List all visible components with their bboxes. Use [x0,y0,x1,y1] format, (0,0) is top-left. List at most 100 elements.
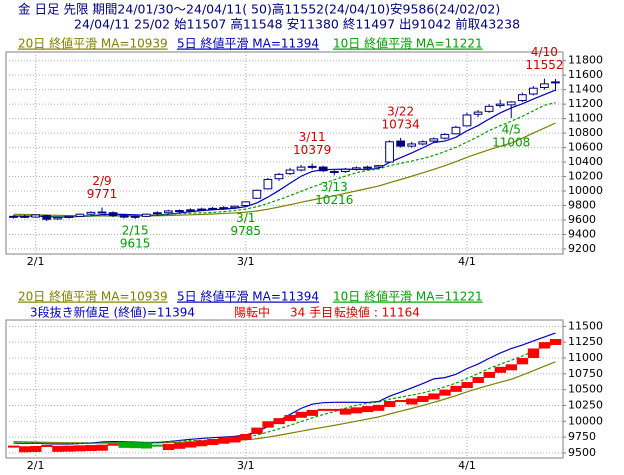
y-tick-label: 11200 [568,97,603,110]
annotation-date: 3/1 [236,211,255,225]
y-tick-label: 11500 [568,319,603,332]
status-text: 転換値 : 11164 [334,305,420,320]
legend-entry: 20日 終値平滑 MA=10939 [18,36,168,51]
candle-body [108,212,118,217]
line-break-block [19,446,31,453]
line-break-block [339,408,352,415]
candle-body [86,211,96,215]
candle-body [528,87,538,95]
candle-body [75,213,85,217]
line-break-block [384,401,396,408]
candle-body [163,210,173,214]
y-tick-label: 10200 [568,170,603,183]
line-break-block [262,421,274,428]
candle-body [451,126,461,135]
line-break-block [140,442,153,449]
candle-body [219,207,229,210]
line-break-block [417,395,429,402]
line-break-block [196,440,208,447]
chart-subtitle: 24/04/11 25/02 始11507 高11548 安11380 終114… [74,17,520,32]
annotation-value: 9615 [120,236,151,250]
candle-body [484,105,494,112]
annotation-date: 4/5 [502,123,521,137]
candle-body [274,173,284,180]
legend-entry: 10日 終値平滑 MA=11221 [333,289,483,304]
annotation-date: 3/22 [387,104,414,118]
y-tick-label: 10000 [568,414,603,427]
candle-body [42,215,52,220]
legend-entry: 5日 終値平滑 MA=11394 [177,36,319,51]
candle-body [517,94,527,102]
candle-body [296,166,306,171]
candle-body [241,201,251,206]
candle-body [551,81,560,84]
line-break-block [52,445,64,452]
line-break-block [472,376,484,383]
x-tick-label: 3/1 [237,459,255,472]
annotation-value: 11552 [525,58,563,72]
line-break-block [30,445,42,452]
x-tick-label: 2/1 [27,255,45,268]
line-break-block [184,441,197,448]
line-break-block [85,445,97,452]
candle-body [407,143,417,147]
candle-body [141,213,151,217]
candle-body [20,215,29,218]
line-break-block [494,366,506,373]
annotation-value: 10379 [293,143,331,157]
line-break-block [483,371,495,378]
candle-body [318,166,328,172]
y-tick-label: 10500 [568,383,603,396]
line-break-block [107,443,119,446]
status-text: 34 手目 [290,306,333,320]
annotation-date: 3/11 [299,130,326,144]
candle-body [429,138,439,142]
candle-body [230,205,240,209]
line-break-block [129,442,142,449]
line-break-block [273,418,285,425]
x-tick-label: 3/1 [237,255,255,268]
moving-average-line [13,89,556,218]
y-tick-label: 9600 [568,213,596,226]
line-break-block [549,338,562,345]
candle-body [263,178,273,190]
lower-plot-frame [5,319,564,459]
candle-body [186,209,195,212]
candle-body [64,215,74,218]
candle-body [252,189,262,199]
candle-body [396,140,406,147]
annotation-value: 9771 [87,187,118,201]
y-tick-label: 11250 [568,335,603,348]
line-break-block [428,393,440,400]
candle-body [506,101,516,106]
line-break-block [328,408,341,411]
annotation-value: 10734 [382,117,420,131]
line-break-block [516,357,529,365]
line-break-block [229,436,241,443]
y-tick-label: 10000 [568,184,603,197]
annotation-value: 9785 [231,224,262,238]
line-break-block [538,342,551,349]
candle-body [418,141,428,145]
line-break-block [218,437,230,444]
candle-body [9,215,18,218]
line-break-block [395,400,407,403]
y-tick-label: 11600 [568,68,603,81]
candle-body [440,134,450,139]
candle-body [31,214,41,218]
candle-body [285,169,295,175]
status-text: 3段抜き新値足 (終値)=11394 [30,305,195,320]
candle-body [97,211,107,214]
candle-body [175,210,184,213]
line-break-block [8,445,20,448]
candle-body [152,212,162,215]
y-tick-label: 10600 [568,141,603,154]
y-tick-label: 10250 [568,398,603,411]
annotation-date: 4/10 [531,45,558,59]
line-break-block [74,445,86,452]
chart-title: 金 日足 先限 期間24/01/30～24/04/11( 50)高11552(2… [18,2,500,17]
annotation-value: 11008 [492,136,530,150]
line-break-block [63,445,75,452]
